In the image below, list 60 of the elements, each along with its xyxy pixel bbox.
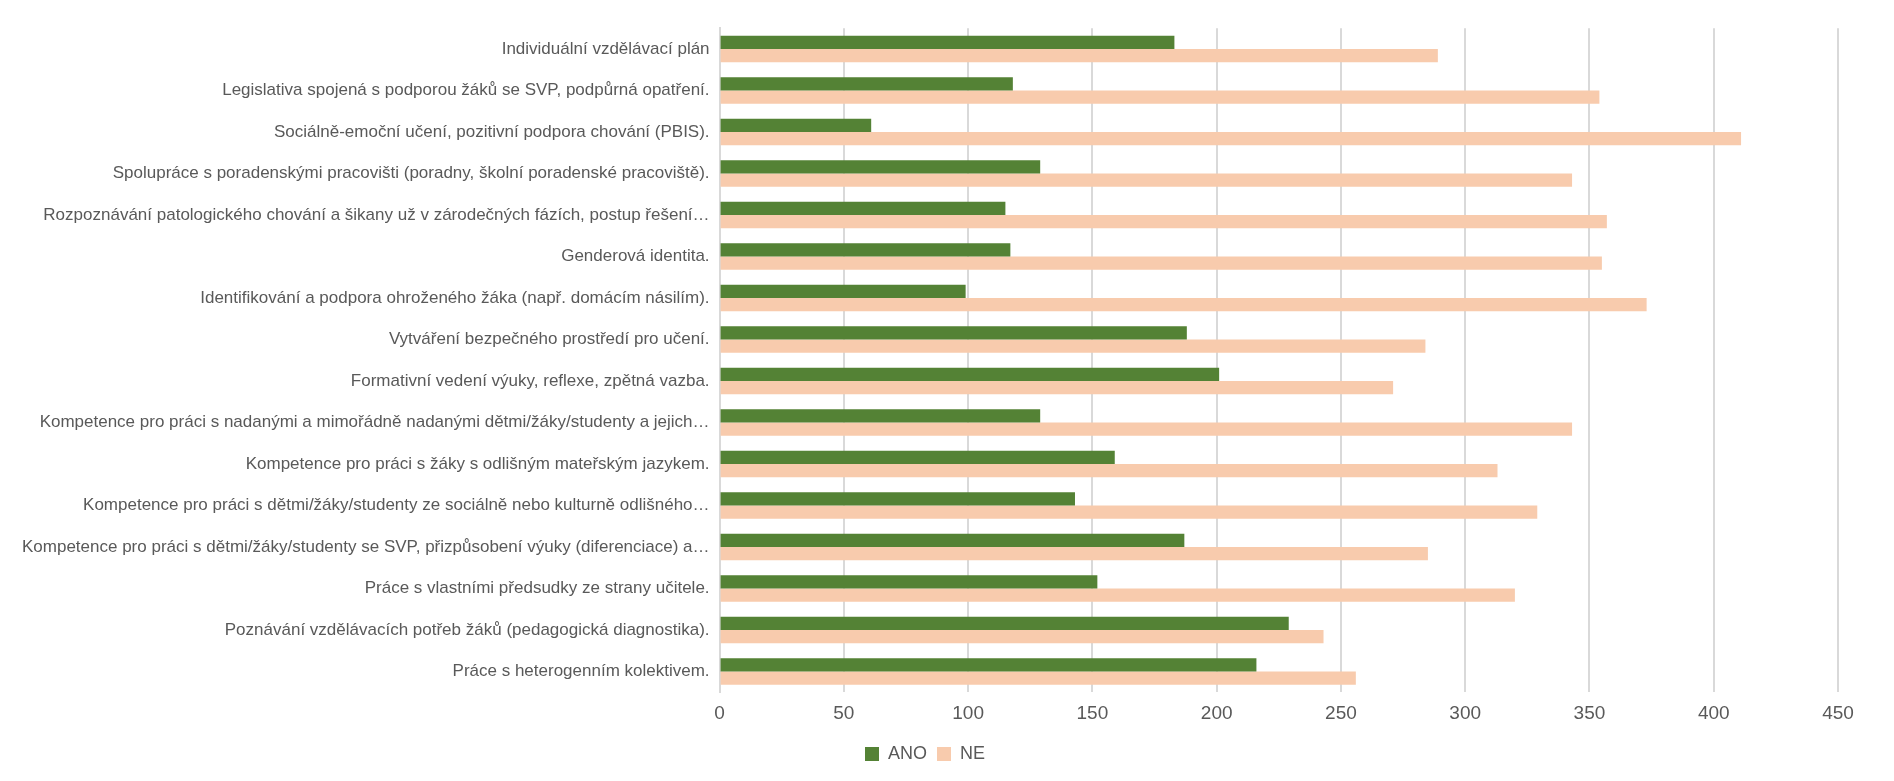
y-tick-label: Kompetence pro práci s dětmi/žáky/studenty ze sociálně nebo kulturně odlišného… [83, 495, 710, 515]
y-tick-label: Formativní vedení výuky, reflexe, zpětná vazba. [350, 370, 710, 390]
y-tick-label: Individuální vzdělávací plán [501, 38, 710, 58]
bar [720, 533, 1185, 547]
bar [720, 243, 1011, 257]
y-tick-label: Kompetence pro práci s dětmi/žáky/studenty se SVP, přizpůsobení výuky (diferenciace) a… [21, 536, 710, 556]
bar [720, 588, 1515, 602]
x-tick-label: 150 [1076, 701, 1109, 723]
x-tick-label: 300 [1449, 701, 1482, 723]
x-tick-label: 200 [1200, 701, 1233, 723]
x-tick-label: 0 [714, 701, 725, 723]
bar [720, 339, 1426, 353]
bar [720, 616, 1289, 630]
bar [720, 671, 1356, 685]
x-tick-label: 450 [1822, 701, 1854, 723]
x-tick-label: 50 [833, 701, 855, 723]
bar [720, 131, 1742, 146]
bar [720, 173, 1573, 187]
y-tick-label: Identifikování a podpora ohroženého žáka (např. domácím násilím). [200, 287, 710, 307]
y-tick-label: Legislativa spojená s podporou žáků se SVP, podpůrná opatření. [222, 80, 710, 100]
bar [720, 505, 1538, 519]
bar [720, 658, 1257, 672]
bar [720, 201, 1006, 215]
x-tick-label: 350 [1573, 701, 1606, 723]
bar [720, 367, 1220, 381]
bar [720, 629, 1324, 644]
bar [720, 422, 1573, 436]
y-tick-label: Kompetence pro práci s nadanými a mimořádně nadanými dětmi/žáky/studenty a jejich… [39, 412, 710, 432]
bar [720, 284, 966, 298]
bar [720, 409, 1041, 423]
bar [720, 48, 1438, 63]
x-tick-label: 400 [1697, 701, 1730, 723]
y-tick-label: Genderová identita. [561, 246, 710, 266]
bar [720, 77, 1013, 91]
y-tick-label: Spolupráce s poradenskými pracovišti (poradny, školní poradenské pracoviště). [112, 163, 710, 183]
bar [720, 118, 872, 132]
bar [720, 256, 1602, 270]
x-tick-label: 250 [1325, 701, 1357, 723]
bar [720, 463, 1498, 478]
bar [720, 546, 1428, 561]
bar [720, 297, 1647, 312]
y-tick-label: Poznávání vzdělávacích potřeb žáků (pedagogická diagnostika). [224, 619, 710, 639]
y-tick-label: Rozpoznávání patologického chování a šikany už v zárodečných fázích, postup řešení… [43, 204, 710, 224]
y-tick-label: Práce s vlastními předsudky ze strany učitele. [364, 578, 710, 598]
x-tick-label: 100 [952, 701, 984, 723]
bar [720, 492, 1075, 506]
y-tick-label: Kompetence pro práci s žáky s odlišným mateřským jazykem. [245, 453, 710, 473]
legend-label: NE [960, 742, 986, 763]
legend-label: ANO [887, 742, 928, 763]
y-tick-label: Vytváření bezpečného prostředí pro učení. [388, 329, 710, 349]
y-tick-label: Práce s heterogenním kolektivem. [452, 661, 710, 681]
bar [720, 35, 1175, 49]
bar [720, 380, 1394, 395]
bar [720, 90, 1600, 104]
bar [720, 326, 1187, 340]
bar [720, 214, 1607, 229]
bar [720, 450, 1115, 464]
bar [720, 575, 1098, 589]
bar [720, 160, 1041, 174]
y-tick-label: Sociálně-emoční učení, pozitivní podpora chování (PBIS). [273, 121, 710, 141]
